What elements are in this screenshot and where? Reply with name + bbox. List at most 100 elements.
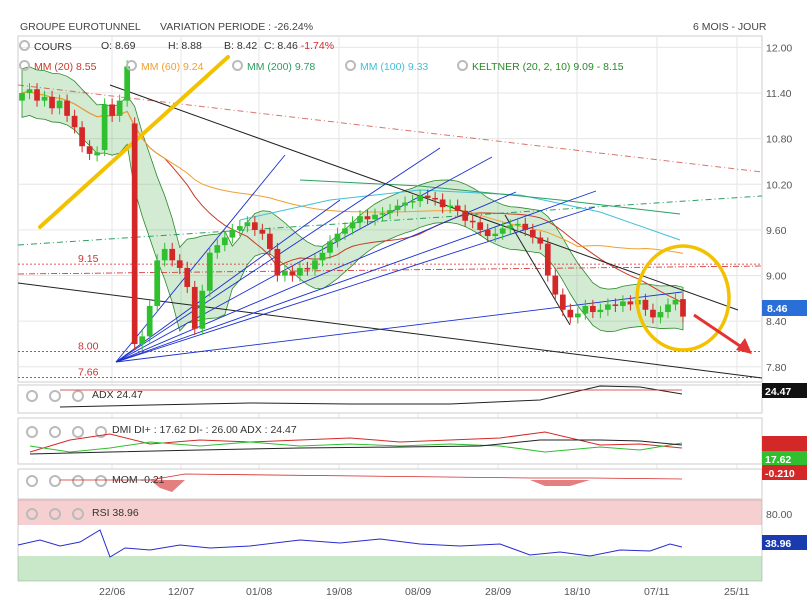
candle-body [109,104,115,116]
candle-body [364,216,371,220]
candle-body [139,336,146,344]
mom-value-tag [762,465,807,480]
adx-line [59,385,683,408]
candle-body [514,223,521,226]
legend-keltner-label: KELTNER (20, 2, 10) 9.09 - 8.15 [472,61,624,73]
resistance-dashdot [17,84,763,173]
legend-mm100-label: MM (100) 9.33 [360,61,429,73]
candle-body [492,233,499,236]
x-tick-label: 07/11 [644,586,670,598]
legend-low: B: 8.42 [224,40,258,52]
candle-body [49,96,55,109]
legend-cours[interactable]: COURS [19,40,72,53]
close-icon [26,475,38,487]
candle-body [349,222,356,229]
mom-value: -0.210 [765,468,795,480]
candle-body [56,100,63,109]
gear-icon [49,390,61,402]
y-tick-label: 10.80 [766,134,792,146]
rsi-value-tag [762,535,807,550]
candle-body [469,220,476,223]
gear-icon[interactable] [126,60,137,71]
candle-body [409,201,416,203]
gear-icon [49,475,61,487]
legend-mm20[interactable]: MM (20) 8.55 [19,60,96,73]
candle-body [146,305,153,337]
candle-body [94,152,100,156]
fan-line [115,191,517,363]
candle-body [620,301,626,306]
rsi-label: RSI 38.96 [92,507,139,519]
trend-line-lower [17,282,763,379]
di-minus-line [29,431,683,453]
adx-label: ADX 24.47 [92,389,143,401]
candle-body [439,199,446,208]
candle-body [665,304,671,313]
candle-body [334,233,341,242]
y-tick-label: 7.80 [766,362,787,374]
gear-icon[interactable] [19,60,30,71]
x-tick-label: 18/10 [564,586,590,598]
candle-body [267,233,273,249]
candle-body [567,309,574,318]
candle-body [477,222,484,230]
candle-body [424,195,431,198]
legend-mm200[interactable]: MM (200) 9.78 [232,60,315,73]
period-label[interactable]: 6 MOIS - JOUR [693,21,767,33]
legend-mm100[interactable]: MM (100) 9.33 [345,60,428,73]
candle-body [552,275,559,295]
candle-body [574,313,581,318]
legend-high: H: 8.88 [168,40,202,52]
y-tick-label: 9.00 [766,271,787,283]
up-arrow-icon [95,426,107,438]
candle-body [71,115,78,128]
candle-body [34,89,40,101]
candle-body [191,286,198,329]
candle-body [454,205,461,211]
candle-body [124,66,131,101]
close-icon [26,508,38,520]
trend-line-short [504,214,571,326]
legend-mm60[interactable]: MM (60) 9.24 [126,60,203,73]
candle-body [79,127,85,147]
dmi-adx-line [29,439,683,455]
di-plus-value: 17.62 [765,454,791,466]
candle-body [657,312,664,318]
candle-body [297,267,303,276]
candle-body [199,290,206,329]
gear-icon[interactable] [19,40,30,51]
variation-label: VARIATION PERIODE : -26.24% [160,21,314,33]
candle-body [312,260,318,270]
candle-body [605,304,611,310]
adx-value-tag [762,383,807,398]
candle-body [184,267,191,287]
mm60-line [21,90,684,254]
legend-keltner[interactable]: KELTNER (20, 2, 10) 9.09 - 8.15 [457,60,624,73]
candle-body [672,299,679,305]
y-tick-label: 9.60 [766,225,787,237]
candle-body [627,301,634,305]
gear-icon[interactable] [232,60,243,71]
mom-line [60,473,683,481]
gear-icon [72,426,84,438]
mm100-line [239,189,681,241]
candle-body [522,223,529,230]
candle-body [64,100,70,116]
y-tick-label: 10.20 [766,179,792,191]
candle-body [236,226,243,230]
candle-body [650,309,656,318]
rsi-upper-label: 80.00 [766,509,792,521]
last-price-tag [762,300,807,316]
candle-body [537,237,544,244]
last-price-value: 8.46 [767,303,788,315]
annotation-arrowhead [736,338,752,354]
rsi-line [17,529,683,558]
candle-body [357,216,363,223]
x-tick-label: 01/08 [246,586,272,598]
gear-icon[interactable] [457,60,468,71]
legend-change: -1.74% [300,40,335,52]
gear-icon[interactable] [345,60,356,71]
fan-line [115,190,597,363]
candle-body [597,309,604,313]
